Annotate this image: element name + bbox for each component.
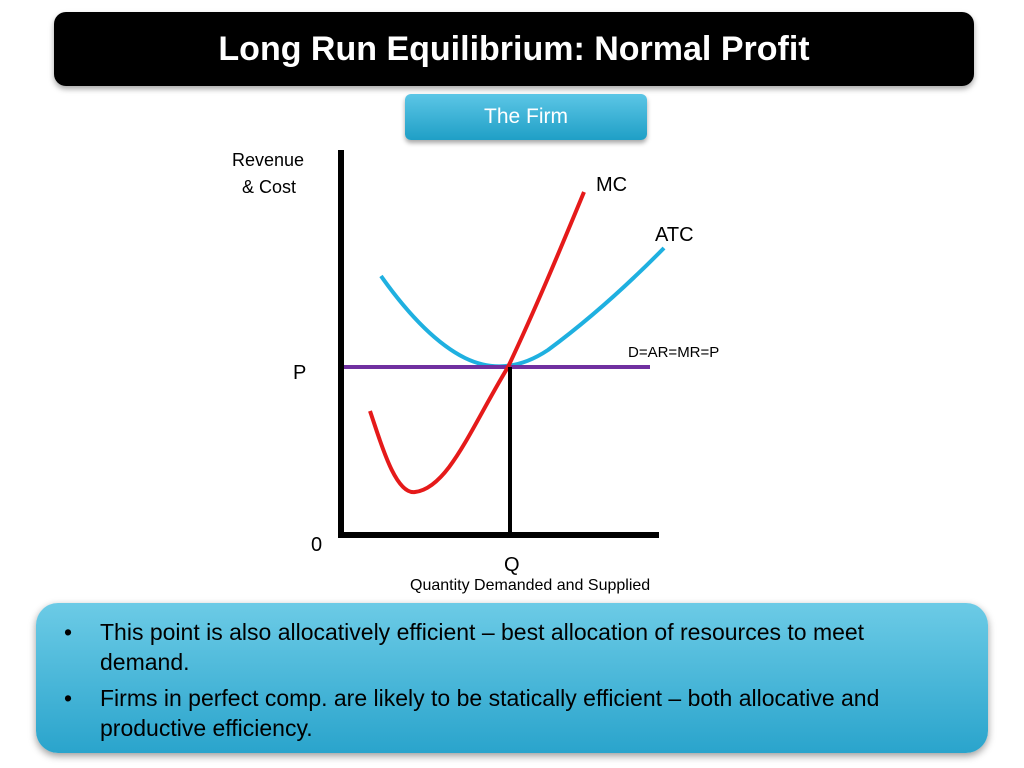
cost-diagram	[338, 150, 666, 538]
page-title: Long Run Equilibrium: Normal Profit	[218, 29, 810, 68]
mc-label: MC	[596, 174, 628, 196]
y-axis-label-line2: & Cost	[242, 177, 297, 197]
firm-tab[interactable]: The Firm	[405, 94, 647, 140]
bullet-text: Firms in perfect comp. are likely to be …	[100, 685, 880, 741]
price-label: P	[293, 362, 307, 384]
bullet-list: • This point is also allocatively effici…	[64, 617, 958, 743]
quantity-label: Q	[504, 554, 520, 576]
bullet-marker: •	[64, 685, 73, 711]
x-axis-label: Quantity Demanded and Supplied	[410, 577, 651, 594]
bullet-item: • This point is also allocatively effici…	[64, 617, 958, 677]
info-box: • This point is also allocatively effici…	[36, 603, 988, 753]
bullet-text: This point is also allocatively efficien…	[100, 619, 865, 675]
atc-label: ATC	[655, 224, 694, 246]
y-axis-label-line1: Revenue	[232, 150, 305, 170]
atc-curve	[379, 246, 666, 369]
mc-curve	[368, 191, 586, 494]
firm-tab-label: The Firm	[484, 105, 568, 128]
bullet-marker: •	[64, 619, 73, 645]
demand-label: D=AR=MR=P	[628, 344, 720, 361]
bullet-item: • Firms in perfect comp. are likely to b…	[64, 683, 958, 743]
origin-label: 0	[311, 534, 323, 556]
title-bar: Long Run Equilibrium: Normal Profit	[54, 12, 974, 86]
